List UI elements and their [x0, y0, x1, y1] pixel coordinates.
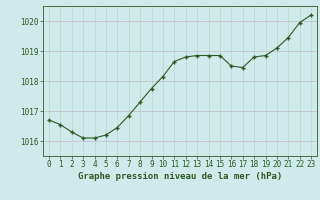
X-axis label: Graphe pression niveau de la mer (hPa): Graphe pression niveau de la mer (hPa)	[78, 172, 282, 181]
